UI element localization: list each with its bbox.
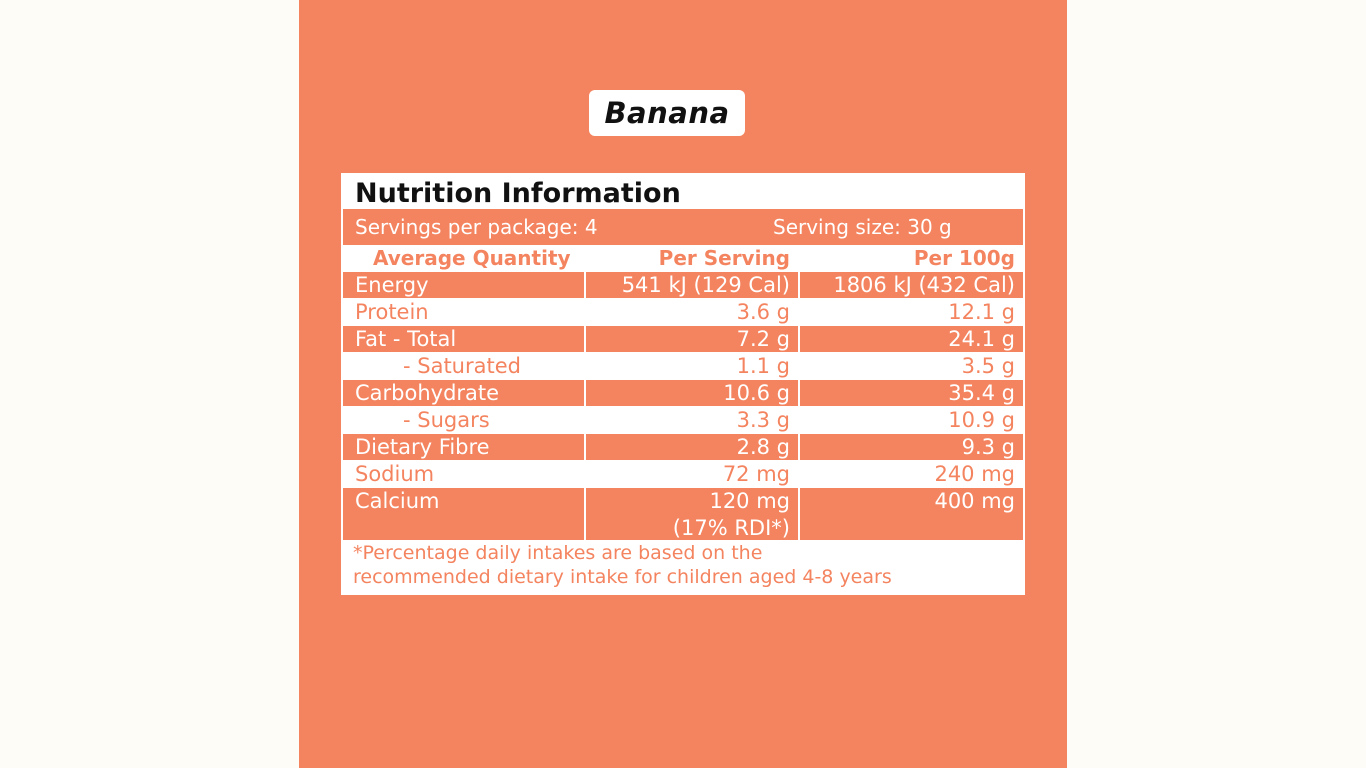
column-header-per-100g: Per 100g <box>913 246 1015 270</box>
table-row: Dietary Fibre 2.8 g 9.3 g <box>343 434 1023 460</box>
per-100g-value: 400 mg <box>800 488 1023 540</box>
per-serving-value: 541 kJ (129 Cal) <box>586 272 798 298</box>
serving-size: Serving size: 30 g <box>773 215 952 239</box>
nutrient-name: Carbohydrate <box>343 380 584 406</box>
per-serving-value: 10.6 g <box>586 380 798 406</box>
column-header-per-serving: Per Serving <box>658 246 790 270</box>
serving-info-bar: Servings per package: 4 Serving size: 30… <box>343 209 1023 245</box>
nutrient-name: Fat - Total <box>343 326 584 352</box>
nutrient-name: Energy <box>343 272 584 298</box>
table-row: Protein 3.6 g 12.1 g <box>343 299 1023 325</box>
nutrient-name: - Saturated <box>343 353 584 379</box>
table-row: Energy 541 kJ (129 Cal) 1806 kJ (432 Cal… <box>343 272 1023 298</box>
per-serving-value: 3.6 g <box>586 299 798 325</box>
nutrient-name: - Sugars <box>343 407 584 433</box>
per-100g-value: 10.9 g <box>800 407 1023 433</box>
per-serving-value: 2.8 g <box>586 434 798 460</box>
per-100g-value: 9.3 g <box>800 434 1023 460</box>
servings-per-package: Servings per package: 4 <box>355 215 598 239</box>
footnote-line: recommended dietary intake for children … <box>353 566 892 588</box>
table-row: Sodium 72 mg 240 mg <box>343 461 1023 487</box>
column-header-quantity: Average Quantity <box>373 246 571 270</box>
per-100g-value: 12.1 g <box>800 299 1023 325</box>
per-100g-value: 240 mg <box>800 461 1023 487</box>
per-100g-value: 3.5 g <box>800 353 1023 379</box>
nutrient-name: Dietary Fibre <box>343 434 584 460</box>
footnote-line: *Percentage daily intakes are based on t… <box>353 542 763 564</box>
per-serving-value: 72 mg <box>586 461 798 487</box>
table-row: Calcium 120 mg (17% RDI*) 400 mg <box>343 488 1023 540</box>
table-row: Fat - Total 7.2 g 24.1 g <box>343 326 1023 352</box>
per-100g-value: 1806 kJ (432 Cal) <box>800 272 1023 298</box>
nutrition-panel: Nutrition Information Servings per packa… <box>341 173 1025 595</box>
table-row: Carbohydrate 10.6 g 35.4 g <box>343 380 1023 406</box>
per-serving-value: 1.1 g <box>586 353 798 379</box>
panel-heading: Nutrition Information <box>355 178 681 209</box>
footnote: *Percentage daily intakes are based on t… <box>353 541 1021 589</box>
per-serving-value: 7.2 g <box>586 326 798 352</box>
table-row: - Sugars 3.3 g 10.9 g <box>343 407 1023 433</box>
per-100g-value: 24.1 g <box>800 326 1023 352</box>
nutrient-name: Calcium <box>343 488 584 540</box>
per-serving-amount: 120 mg <box>709 489 790 513</box>
nutrient-name: Sodium <box>343 461 584 487</box>
per-100g-value: 35.4 g <box>800 380 1023 406</box>
nutrient-name: Protein <box>343 299 584 325</box>
rdi-note: (17% RDI*) <box>672 516 790 540</box>
per-serving-value: 120 mg (17% RDI*) <box>586 488 798 540</box>
per-serving-value: 3.3 g <box>586 407 798 433</box>
table-row: - Saturated 1.1 g 3.5 g <box>343 353 1023 379</box>
product-title: Banana <box>589 90 745 136</box>
